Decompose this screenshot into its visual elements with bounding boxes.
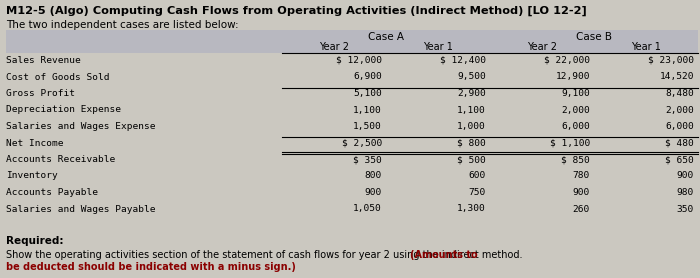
Text: 750: 750	[469, 188, 486, 197]
Text: Net Income: Net Income	[6, 138, 64, 148]
Text: 1,100: 1,100	[457, 105, 486, 115]
Text: $ 480: $ 480	[665, 138, 694, 148]
Text: Year 2: Year 2	[527, 42, 557, 52]
Text: Year 1: Year 1	[423, 42, 453, 52]
Text: $ 850: $ 850	[561, 155, 590, 164]
Text: M12-5 (Algo) Computing Cash Flows from Operating Activities (Indirect Method) [L: M12-5 (Algo) Computing Cash Flows from O…	[6, 6, 587, 16]
Text: Depreciation Expense: Depreciation Expense	[6, 105, 121, 115]
Text: Show the operating activities section of the statement of cash flows for year 2 : Show the operating activities section of…	[6, 250, 526, 260]
Text: Accounts Receivable: Accounts Receivable	[6, 155, 116, 164]
Text: 1,050: 1,050	[354, 205, 382, 214]
Text: 6,000: 6,000	[561, 122, 590, 131]
Text: 1,300: 1,300	[457, 205, 486, 214]
Text: 780: 780	[573, 172, 590, 180]
Bar	[6, 30, 698, 53]
Text: 900: 900	[365, 188, 382, 197]
Text: 1,100: 1,100	[354, 105, 382, 115]
Text: 2,900: 2,900	[457, 89, 486, 98]
Text: $ 12,400: $ 12,400	[440, 56, 486, 65]
Text: 900: 900	[573, 188, 590, 197]
Text: 1,500: 1,500	[354, 122, 382, 131]
Text: The two independent cases are listed below:: The two independent cases are listed bel…	[6, 20, 239, 30]
Text: (Amounts to: (Amounts to	[410, 250, 478, 260]
Text: be deducted should be indicated with a minus sign.): be deducted should be indicated with a m…	[6, 262, 296, 272]
Text: $ 650: $ 650	[665, 155, 694, 164]
Text: Salaries and Wages Expense: Salaries and Wages Expense	[6, 122, 155, 131]
Text: 5,100: 5,100	[354, 89, 382, 98]
Text: 350: 350	[677, 205, 694, 214]
Text: Required:: Required:	[6, 236, 64, 246]
Text: 600: 600	[469, 172, 486, 180]
Text: 6,000: 6,000	[665, 122, 694, 131]
Text: Case A: Case A	[368, 32, 404, 42]
Text: 800: 800	[365, 172, 382, 180]
Text: $ 500: $ 500	[457, 155, 486, 164]
Text: 2,000: 2,000	[561, 105, 590, 115]
Text: Gross Profit: Gross Profit	[6, 89, 75, 98]
Text: $ 2,500: $ 2,500	[342, 138, 382, 148]
Text: Case B: Case B	[576, 32, 612, 42]
Text: $ 23,000: $ 23,000	[648, 56, 694, 65]
Text: $ 350: $ 350	[354, 155, 382, 164]
Text: 14,520: 14,520	[659, 73, 694, 81]
Text: Salaries and Wages Payable: Salaries and Wages Payable	[6, 205, 155, 214]
Text: Year 1: Year 1	[631, 42, 661, 52]
Text: $ 22,000: $ 22,000	[544, 56, 590, 65]
Text: 9,500: 9,500	[457, 73, 486, 81]
Text: 8,480: 8,480	[665, 89, 694, 98]
Text: $ 1,100: $ 1,100	[550, 138, 590, 148]
Text: 900: 900	[677, 172, 694, 180]
Text: 12,900: 12,900	[556, 73, 590, 81]
Text: Inventory: Inventory	[6, 172, 57, 180]
Text: 980: 980	[677, 188, 694, 197]
Text: 260: 260	[573, 205, 590, 214]
Text: 6,900: 6,900	[354, 73, 382, 81]
Text: 9,100: 9,100	[561, 89, 590, 98]
Text: 1,000: 1,000	[457, 122, 486, 131]
Text: Sales Revenue: Sales Revenue	[6, 56, 80, 65]
Text: Cost of Goods Sold: Cost of Goods Sold	[6, 73, 109, 81]
Text: $ 800: $ 800	[457, 138, 486, 148]
Text: 2,000: 2,000	[665, 105, 694, 115]
Text: Year 2: Year 2	[319, 42, 349, 52]
Text: Accounts Payable: Accounts Payable	[6, 188, 98, 197]
Text: $ 12,000: $ 12,000	[336, 56, 382, 65]
